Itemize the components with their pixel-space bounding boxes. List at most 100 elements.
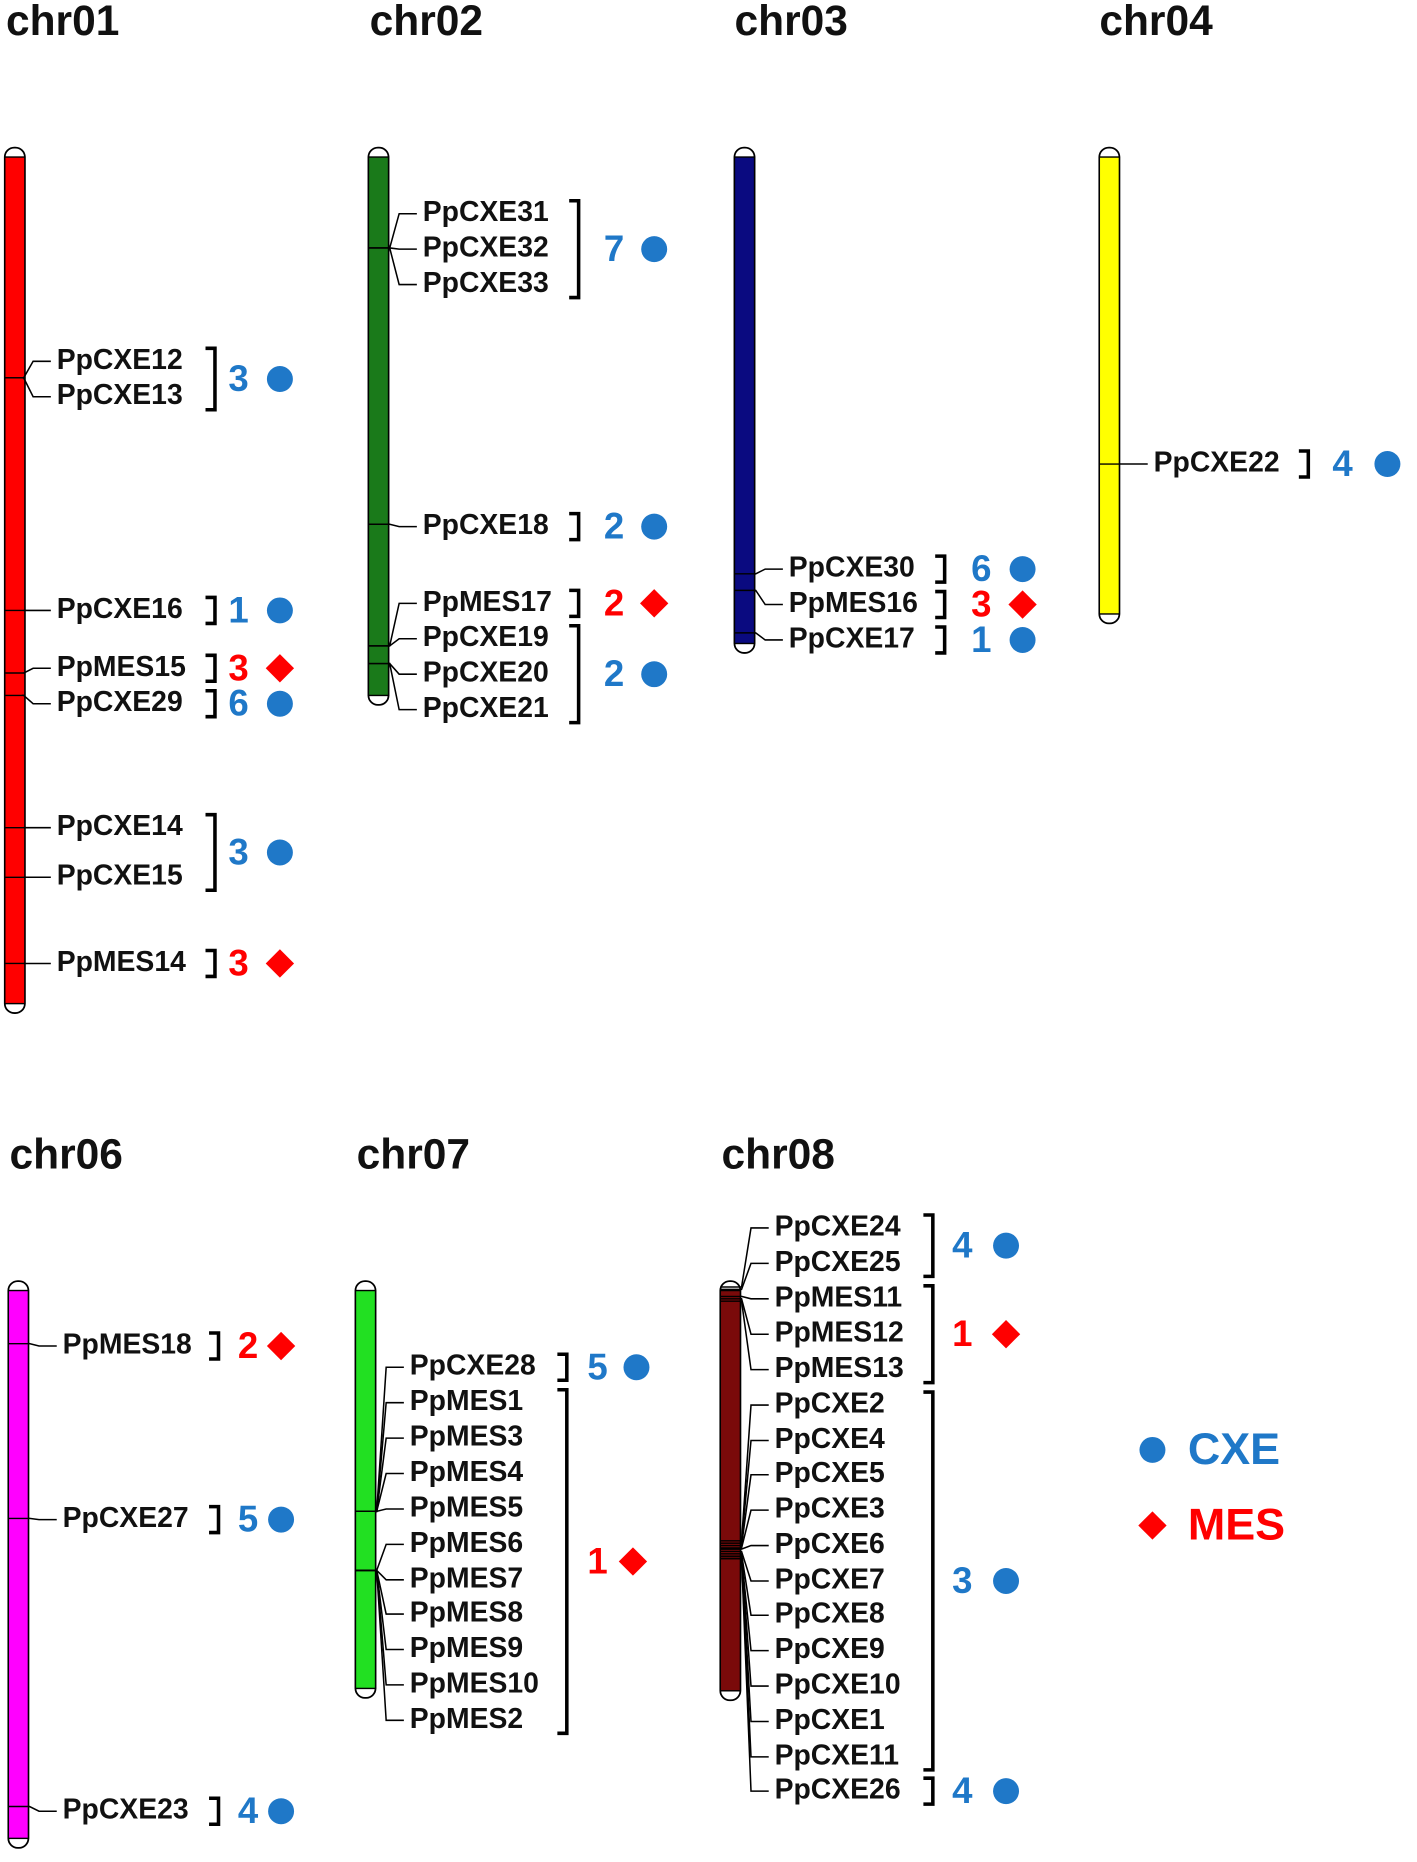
group-count: 2 (604, 653, 624, 694)
gene-label: PpMES5 (410, 1491, 523, 1523)
mes-symbol (265, 654, 295, 683)
gene-connector (375, 1569, 404, 1722)
mes-symbol (265, 949, 295, 978)
gene-label: PpMES3 (410, 1421, 523, 1453)
gene-label: PpMES15 (57, 651, 186, 683)
bracket (205, 688, 217, 719)
chromosome-title: chr02 (370, 0, 483, 45)
bracket (209, 1331, 221, 1361)
gene-connector (375, 1569, 404, 1581)
chromosome-body (1098, 156, 1121, 615)
gene-connector (740, 1473, 769, 1547)
group-count: 4 (952, 1225, 973, 1266)
gene-connector (388, 212, 417, 249)
gene-connector (388, 523, 417, 528)
mes-symbol (266, 1331, 296, 1361)
mes-symbol (640, 589, 669, 618)
cxe-symbol (641, 236, 668, 263)
gene-label: PpCXE11 (775, 1739, 899, 1771)
gene-label: PpCXE16 (57, 593, 183, 625)
bracket (205, 653, 217, 684)
gene-label: PpCXE25 (775, 1246, 901, 1278)
cxe-symbol (266, 839, 293, 866)
cxe-symbol (266, 366, 293, 392)
group-count: 5 (587, 1346, 607, 1387)
cxe-symbol (641, 661, 668, 688)
cxe-symbol (1139, 1436, 1166, 1463)
gene-connector (22, 377, 51, 398)
gene-label: PpMES4 (410, 1456, 524, 1488)
cxe-symbol (1009, 556, 1036, 583)
gene-connector (388, 247, 417, 286)
group-count: 3 (952, 1560, 972, 1601)
gene-label: PpCXE26 (775, 1774, 901, 1806)
gene-label: PpCXE6 (775, 1528, 885, 1560)
gene-connector (740, 1439, 769, 1544)
bracket (205, 812, 217, 893)
gene-label: PpCXE27 (63, 1502, 189, 1534)
gene-label: PpMES12 (775, 1317, 904, 1349)
gene-label: PpMES10 (410, 1667, 539, 1699)
gene-label: PpMES7 (410, 1562, 523, 1594)
gene-label: PpMES8 (410, 1597, 523, 1629)
bracket (557, 1352, 569, 1383)
gene-connector (740, 1295, 769, 1300)
bracket (1298, 449, 1311, 479)
bracket (935, 625, 947, 655)
gene-connector (740, 1509, 769, 1549)
chromosome-body (367, 156, 390, 697)
cxe-symbol (993, 1778, 1020, 1805)
group-count: 4 (1332, 443, 1353, 484)
legend-label: MES (1188, 1499, 1285, 1550)
chromosome-body (733, 156, 756, 645)
gene-label: PpCXE3 (775, 1493, 885, 1525)
bracket (923, 1390, 935, 1772)
group-count: 2 (604, 582, 624, 623)
gene-label: PpCXE33 (423, 267, 549, 299)
gene-connector (740, 1404, 769, 1542)
chromosome-body (354, 1289, 377, 1690)
cxe-symbol (993, 1232, 1020, 1259)
mes-symbol (991, 1320, 1021, 1349)
cxe-symbol (266, 597, 293, 624)
gene-connector (740, 1550, 769, 1582)
gene-label: PpMES2 (410, 1703, 523, 1735)
group-count: 6 (971, 548, 991, 589)
gene-connector (740, 1555, 769, 1687)
chromosome-title: chr08 (721, 1131, 834, 1178)
legend-label: CXE (1188, 1423, 1280, 1474)
gene-connector (388, 247, 417, 250)
group-count: 6 (228, 683, 248, 724)
gene-label: PpCXE28 (410, 1350, 536, 1382)
gene-connector (754, 589, 783, 606)
gene-connector (740, 1262, 769, 1291)
gene-label: PpMES1 (410, 1385, 523, 1417)
gene-label: PpCXE24 (775, 1210, 901, 1242)
cxe-symbol (641, 513, 668, 540)
bracket (209, 1504, 221, 1535)
gene-label: PpMES9 (410, 1632, 523, 1664)
group-count: 3 (228, 358, 248, 399)
group-count: 1 (587, 1541, 607, 1582)
gene-label: PpCXE1 (775, 1704, 885, 1736)
chromosome-title: chr01 (6, 0, 119, 45)
gene-connector (388, 662, 417, 675)
gene-connector (23, 667, 51, 674)
group-count: 2 (238, 1325, 258, 1366)
cxe-symbol (268, 1506, 295, 1533)
gene-label: PpCXE21 (423, 692, 549, 724)
group-count: 1 (228, 589, 248, 630)
bracket (923, 1776, 935, 1806)
chromosome-title: chr03 (734, 0, 847, 45)
bracket (569, 588, 581, 619)
cxe-symbol (1009, 626, 1036, 653)
gene-connector (22, 360, 51, 379)
gene-connector (740, 1227, 769, 1288)
gene-connector (754, 632, 783, 641)
gene-label: PpMES14 (57, 946, 186, 978)
bracket (923, 1213, 935, 1279)
gene-label: PpCXE8 (775, 1598, 885, 1630)
